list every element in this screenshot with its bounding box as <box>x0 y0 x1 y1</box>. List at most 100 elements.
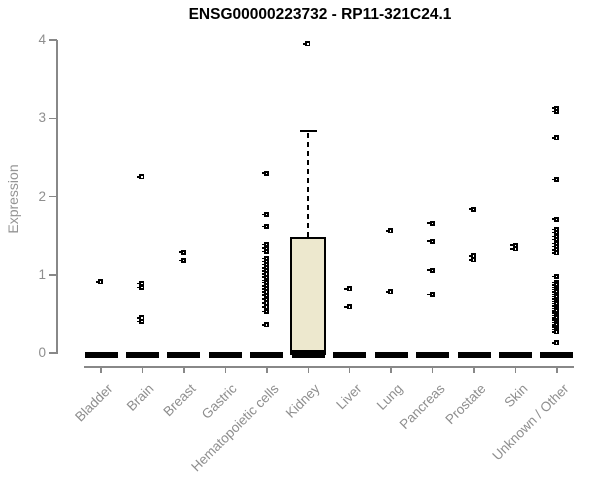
zero-bar <box>499 352 532 358</box>
outlier-point <box>468 253 477 259</box>
outlier-point <box>261 309 269 315</box>
outlier-point <box>261 286 269 292</box>
outlier-point <box>261 322 269 328</box>
outlier-point <box>261 262 269 268</box>
y-tick <box>48 195 57 198</box>
outlier-point <box>427 291 435 297</box>
outlier-point <box>261 245 269 251</box>
outlier-point <box>551 176 559 182</box>
outlier-point <box>468 257 477 263</box>
outlier-point <box>427 220 435 226</box>
zero-bar <box>125 352 159 358</box>
outlier-point <box>551 250 559 256</box>
outlier-point <box>551 240 559 246</box>
outlier-point <box>261 300 269 306</box>
x-tick <box>266 366 268 373</box>
x-tick <box>431 366 434 373</box>
outlier-point <box>551 135 559 141</box>
y-tick <box>48 274 57 276</box>
outlier-point <box>178 249 186 255</box>
outlier-point <box>137 319 145 325</box>
outlier-point <box>551 329 559 335</box>
outlier-point <box>510 242 518 248</box>
outlier-point <box>551 237 559 243</box>
outlier-point <box>261 292 269 298</box>
outlier-point <box>261 283 269 289</box>
y-tick-label: 0 <box>38 345 46 360</box>
y-tick <box>48 117 57 119</box>
outlier-point <box>261 289 269 295</box>
outlier-point <box>261 223 269 229</box>
outlier-point <box>510 246 518 252</box>
outlier-point <box>261 274 269 280</box>
outlier-point <box>261 211 269 217</box>
outlier-point <box>551 244 559 250</box>
zero-bar <box>457 352 491 358</box>
outlier-point <box>261 280 269 286</box>
outlier-point <box>551 247 559 253</box>
outlier-point <box>551 216 559 222</box>
outlier-point <box>551 340 559 346</box>
outlier-point <box>551 233 559 239</box>
zero-bar <box>374 352 408 358</box>
outlier-point <box>95 279 103 285</box>
x-tick <box>390 366 392 373</box>
x-tick <box>514 366 517 373</box>
outlier-point <box>427 238 435 244</box>
outlier-point <box>551 105 559 111</box>
outlier-point <box>137 174 145 180</box>
outlier-point <box>427 267 435 273</box>
outlier-point <box>261 304 269 310</box>
x-tick <box>141 366 144 373</box>
y-tick-label: 4 <box>38 32 46 47</box>
y-tick-label: 3 <box>38 110 46 126</box>
outlier-point <box>344 286 352 292</box>
outlier-point <box>261 271 269 277</box>
zero-bar <box>84 352 118 358</box>
whisker-cap <box>299 129 317 133</box>
outlier-point <box>468 206 477 212</box>
outlier-point <box>137 284 145 290</box>
y-tick-label: 1 <box>38 266 46 282</box>
outlier-point <box>261 255 269 261</box>
zero-bar <box>208 352 242 358</box>
y-tick-label: 2 <box>38 188 46 204</box>
zero-bar <box>416 352 450 358</box>
outlier-point <box>261 265 269 271</box>
x-tick <box>224 366 227 373</box>
outlier-point <box>551 229 559 235</box>
x-tick <box>473 366 475 373</box>
outlier-point <box>261 248 269 254</box>
outlier-point <box>261 170 269 176</box>
x-axis-line <box>84 366 574 368</box>
outlier-point <box>344 304 352 310</box>
y-tick <box>48 39 57 41</box>
outlier-point <box>551 108 559 114</box>
outlier-point <box>137 315 145 321</box>
outlier-point <box>385 228 394 234</box>
zero-bar <box>291 352 325 358</box>
outlier-point <box>302 41 311 47</box>
outlier-point <box>551 273 559 279</box>
zero-bar <box>250 352 284 358</box>
box <box>290 237 327 355</box>
y-axis-line <box>56 40 58 354</box>
x-tick <box>100 366 102 373</box>
whisker <box>307 132 310 238</box>
outlier-point <box>261 296 269 302</box>
outlier-point <box>385 289 394 295</box>
outlier-point <box>551 226 559 232</box>
zero-bar <box>540 352 574 358</box>
outlier-point <box>261 241 269 247</box>
outlier-point <box>178 258 186 264</box>
x-tick <box>307 366 309 373</box>
chart-title: ENSG00000223732 - RP11-321C24.1 <box>188 6 452 23</box>
x-tick <box>183 366 185 373</box>
outlier-point <box>261 258 269 264</box>
x-tick <box>348 366 351 373</box>
y-tick <box>48 352 57 354</box>
outlier-point <box>261 268 269 274</box>
zero-bar <box>167 352 201 358</box>
